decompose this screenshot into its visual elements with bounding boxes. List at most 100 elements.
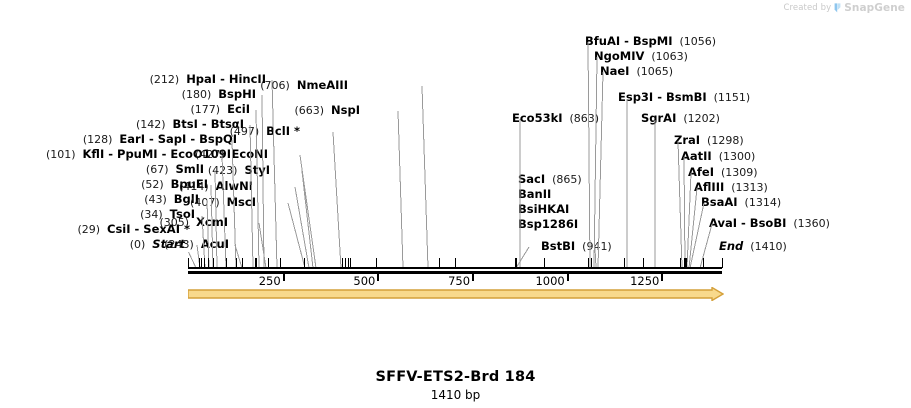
site-label-bpuei[interactable]: (52) BpuEI	[141, 177, 208, 192]
cut-site-tick-BstBI[interactable]	[544, 258, 545, 268]
site-label-smli[interactable]: (67) SmlI	[146, 163, 204, 177]
site-enzyme-bgli: BglI	[173, 192, 199, 206]
site-position-sgrai: (1202)	[676, 112, 720, 125]
site-label-bsphi[interactable]: (180) BspHI	[182, 88, 256, 102]
site-enzyme-saci: SacI	[518, 172, 546, 186]
cut-site-tick-Eco53kI[interactable]	[515, 258, 516, 268]
page-title: SFFV-ETS2-Brd 184	[375, 369, 536, 385]
cut-site-tick-Bsp1286I[interactable]	[516, 258, 517, 268]
site-position-afliii: (1313)	[724, 181, 768, 194]
cut-site-tick-XcmI[interactable]	[304, 258, 305, 268]
site-label-banii[interactable]: BanII	[518, 188, 551, 201]
cut-site-tick-BtsI[interactable]	[242, 258, 243, 268]
site-label-nmeaiii[interactable]: (706) NmeAIII	[260, 79, 348, 93]
site-enzyme-bpuei: BpuEI	[170, 177, 208, 191]
cut-site-tick-BsaAI[interactable]	[686, 258, 687, 268]
site-label-nspi[interactable]: (663) NspI	[294, 103, 360, 118]
cut-site-tick-AfeI[interactable]	[684, 258, 685, 268]
site-position-nspi: (663)	[294, 104, 332, 117]
site-label-bsihkai[interactable]: BsiHKAI	[518, 203, 569, 216]
site-enzyme-alwni: AlwNI	[215, 179, 253, 193]
site-label-bfuai-bspmi[interactable]: BfuAI - BspMI (1056)	[585, 34, 716, 49]
site-label-end[interactable]: End (1410)	[719, 239, 787, 254]
site-enzyme-eari-sapi-bspqi: EarI - SapI - BspQI	[119, 132, 237, 146]
site-position-avai-bsobi: (1360)	[786, 217, 830, 230]
cut-site-tick-BclI[interactable]	[376, 258, 377, 268]
site-label-styi[interactable]: (423) StyI	[207, 164, 270, 178]
cut-site-tick-MscI[interactable]	[342, 258, 343, 268]
site-enzyme-esp3i-bsmbi: Esp3I - BsmBI	[618, 90, 707, 104]
cut-site-tick-AvaI[interactable]	[703, 258, 704, 268]
cut-site-tick-SgrAI[interactable]	[643, 258, 644, 268]
site-label-bsp1286i[interactable]: Bsp1286I	[518, 218, 578, 231]
cut-site-tick-KflI[interactable]	[226, 258, 227, 268]
site-label-hpai-hincii[interactable]: (212) HpaI - HincII	[150, 73, 266, 87]
cut-site-tick-AflIII[interactable]	[685, 258, 686, 268]
site-position-end: (1410)	[743, 240, 787, 253]
cut-site-tick-AlwNI[interactable]	[345, 258, 346, 268]
site-enzyme-bfuai-bspmi: BfuAI - BspMI	[585, 34, 673, 48]
site-label-bsaai[interactable]: BsaAI (1314)	[701, 196, 782, 210]
site-label-afei[interactable]: AfeI (1309)	[688, 166, 758, 180]
site-position-styi: (423)	[207, 164, 245, 177]
cut-site-tick-BglI[interactable]	[204, 258, 205, 268]
cut-site-tick-BpuEI[interactable]	[208, 258, 209, 268]
site-label-sgrai[interactable]: SgrAI (1202)	[641, 112, 720, 126]
site-label-avai-bsobi[interactable]: AvaI - BsoBI (1360)	[709, 217, 830, 231]
site-label-ecii[interactable]: (177) EciI	[191, 103, 250, 117]
site-label-tsoi[interactable]: (34) TsoI	[140, 208, 195, 222]
site-position-csii-sexai: (29)	[77, 223, 108, 236]
feature-arrow[interactable]	[188, 287, 724, 301]
site-enzyme-nspi: NspI	[331, 103, 360, 117]
site-label-naei[interactable]: NaeI (1065)	[600, 65, 673, 79]
site-label-kfli-ppumi-ecoo109i[interactable]: (101) KflI - PpuMI - EcoO109I	[46, 147, 231, 162]
cut-site-tick-NmeAIII[interactable]	[455, 258, 456, 268]
cut-site-tick-BfuAI[interactable]	[588, 258, 589, 268]
cut-site-tick-StyI[interactable]	[348, 258, 349, 268]
cut-site-tick-SmlI[interactable]	[213, 258, 214, 268]
cut-site-tick-TsoI[interactable]	[201, 258, 202, 268]
cut-site-tick-EcoNI[interactable]	[350, 258, 351, 268]
cut-site-tick-BspHI[interactable]	[256, 258, 257, 268]
cut-site-tick-HpaI[interactable]	[268, 258, 269, 268]
cut-site-tick-EarI[interactable]	[236, 258, 237, 268]
site-label-econi[interactable]: (427) EcoNI	[195, 148, 268, 162]
site-position-bcli: (497)	[229, 125, 267, 138]
site-label-alwni[interactable]: (414) AlwNI	[179, 179, 253, 194]
cut-site-tick-Start[interactable]	[188, 258, 189, 268]
site-label-bgli[interactable]: (43) BglI	[144, 192, 199, 207]
cut-site-tick-EciI[interactable]	[255, 258, 256, 268]
cut-site-tick-AcuI[interactable]	[280, 258, 281, 268]
site-label-eari-sapi-bspqi[interactable]: (128) EarI - SapI - BspQI	[83, 132, 237, 147]
cut-site-tick-AatII[interactable]	[680, 258, 681, 268]
site-label-btsi-btsai[interactable]: (142) BtsI - BtsαI	[136, 118, 244, 132]
site-label-bcli[interactable]: (497) BclI *	[229, 124, 300, 139]
site-label-esp3i-bsmbi[interactable]: Esp3I - BsmBI (1151)	[618, 90, 750, 105]
site-label-saci[interactable]: SacI (865)	[518, 172, 582, 187]
site-position-bsaai: (1314)	[737, 196, 782, 209]
cut-site-tick-End[interactable]	[722, 258, 723, 268]
site-label-csii-sexai[interactable]: (29) CsiI - SexAI *	[77, 223, 190, 237]
site-label-start[interactable]: (0) Start	[129, 237, 185, 252]
site-label-bstbi[interactable]: BstBI (941)	[541, 240, 612, 254]
cut-site-tick-CsiI[interactable]	[199, 258, 200, 268]
cut-site-tick-NspI[interactable]	[439, 258, 440, 268]
site-label-afliii[interactable]: AflIII (1313)	[694, 181, 768, 195]
site-enzyme-start: Start	[152, 237, 185, 251]
site-label-aatii[interactable]: AatII (1300)	[681, 149, 755, 164]
site-enzyme-bcli: BclI *	[266, 124, 300, 138]
site-label-zrai[interactable]: ZraI (1298)	[674, 133, 744, 148]
cut-site-tick-NaeI[interactable]	[591, 258, 592, 268]
site-position-start: (0)	[129, 238, 153, 251]
site-enzyme-zrai: ZraI	[674, 133, 701, 147]
site-label-xcmi[interactable]: (305) XcmI	[159, 216, 228, 230]
site-label-msci[interactable]: (407) MscI	[190, 196, 256, 210]
site-enzyme-aatii: AatII	[681, 149, 712, 163]
site-label-ngomiv[interactable]: NgoMIV (1063)	[594, 50, 688, 64]
cut-site-tick-Esp3I[interactable]	[624, 258, 625, 268]
site-enzyme-end: End	[719, 239, 744, 253]
site-enzyme-kfli-ppumi-ecoo109i: KflI - PpuMI - EcoO109I	[82, 147, 231, 161]
site-label-eco53ki[interactable]: Eco53kI (863)	[512, 112, 599, 126]
site-label-acui[interactable]: (243) AcuI	[164, 238, 229, 252]
